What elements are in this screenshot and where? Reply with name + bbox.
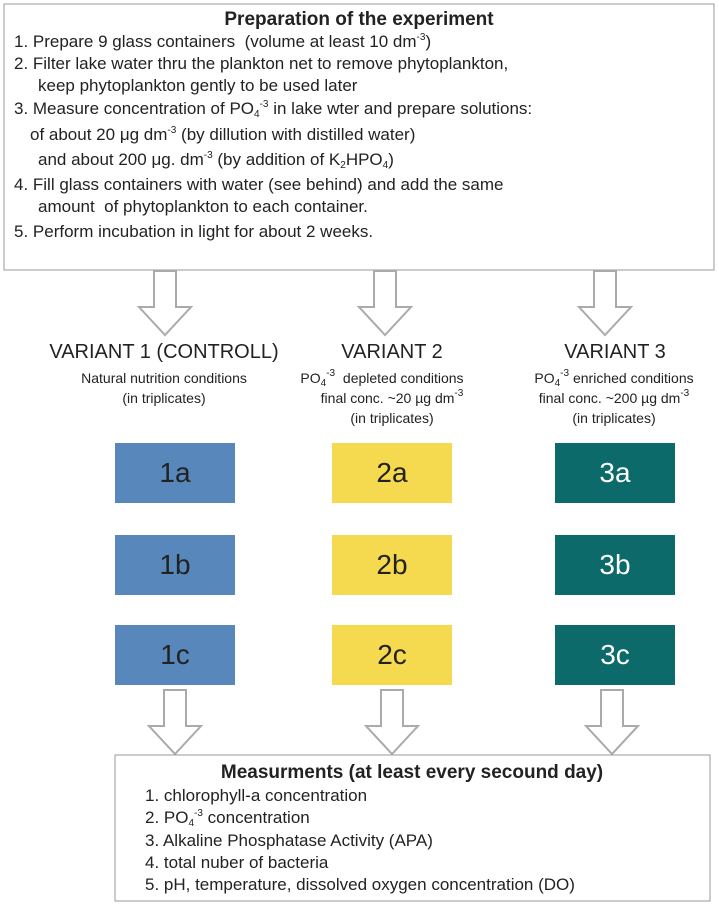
text-run: 4 <box>188 818 195 829</box>
step: 4. Fill glass containers with water (see… <box>14 175 504 194</box>
text-run: PO <box>534 370 555 386</box>
step: of about 20 μg dm-3 (by dillution with d… <box>30 125 415 145</box>
text-run: -3 <box>259 99 269 110</box>
measurement: 3. Alkaline Phosphatase Activity (APA) <box>145 831 433 850</box>
text-run: 1. Prepare 9 glass containers (volume at… <box>14 32 417 51</box>
variant-title: VARIANT 1 (CONTROLL) <box>49 341 279 363</box>
preparation-box <box>3 3 715 271</box>
text-run: -3 <box>194 808 203 819</box>
variant-title: VARIANT 3 <box>564 341 666 363</box>
text-run: -3 <box>680 388 690 399</box>
text-run: μg. dm <box>151 150 204 169</box>
arrow <box>585 689 639 755</box>
text-run: of about 20 <box>30 125 120 144</box>
step: 5. Perform incubation in light for about… <box>14 222 374 241</box>
measurements-box <box>114 754 711 902</box>
measurements-title: Measurments (at least every secound day) <box>220 762 604 783</box>
text-run: 3. Measure concentration of PO <box>14 99 255 118</box>
container: 1b <box>115 535 235 595</box>
step: 3. Measure concentration of PO4-3 in lak… <box>14 99 533 120</box>
step: and about 200 μg. dm-3 (by addition of K… <box>38 150 394 171</box>
text-run: -3 <box>326 368 336 379</box>
preparation-title: Preparation of the experiment <box>224 9 494 30</box>
variant-line: PO4-3 depleted conditions <box>300 368 464 389</box>
variant-line: final conc. ~20 µg dm-3 <box>321 388 464 408</box>
text-run: in lake wter and prepare solutions: <box>268 99 533 118</box>
text-run: -3 <box>416 32 426 43</box>
text-run: 2 <box>340 160 346 171</box>
measurement: 2. PO4-3 concentration <box>145 808 310 829</box>
measurement: 4. total nuber of bacteria <box>145 853 329 872</box>
text-run: -3 <box>454 388 464 399</box>
container: 1a <box>115 443 235 503</box>
arrow <box>148 689 202 755</box>
text-run: 2. PO <box>145 808 189 827</box>
variant-line: (in triplicates) <box>350 410 434 426</box>
container: 2c <box>332 625 452 685</box>
container: 3a <box>555 443 675 503</box>
container: 1c <box>115 625 235 685</box>
arrow <box>138 270 192 336</box>
text-run: concentration <box>202 808 310 827</box>
text-run: 4 <box>382 160 389 171</box>
variant-line: (in triplicates) <box>572 410 656 426</box>
step: amount of phytoplankton to each containe… <box>38 197 368 216</box>
text-run: 4 <box>320 378 327 389</box>
text-run: (by addition of K <box>212 150 341 169</box>
text-run: (by dillution with distilled water) <box>176 125 416 144</box>
arrow <box>358 270 412 336</box>
text-run: 4 <box>554 378 561 389</box>
variant-title: VARIANT 2 <box>341 341 443 363</box>
container: 3b <box>555 535 675 595</box>
step: keep phytoplankton gently to be used lat… <box>38 76 358 95</box>
text-run: HPO <box>345 150 383 169</box>
arrow <box>365 689 419 755</box>
container: 2b <box>332 535 452 595</box>
text-run: -3 <box>203 150 213 161</box>
text-run: final conc. ~20 µg dm <box>320 390 455 406</box>
text-run: -3 <box>167 125 177 136</box>
arrow <box>578 270 632 336</box>
text-run: 4 <box>254 109 260 120</box>
text-run: final conc. ~200 µg dm <box>538 390 681 406</box>
container: 2a <box>332 443 452 503</box>
variant-line: final conc. ~200 µg dm-3 <box>539 388 689 408</box>
text-run: PO <box>300 370 321 386</box>
measurement: 5. pH, temperature, dissolved oxygen con… <box>145 875 575 894</box>
step: 1. Prepare 9 glass containers (volume at… <box>14 32 431 52</box>
text-run: μg dm <box>119 125 168 144</box>
text-run: depleted conditions <box>335 370 464 386</box>
step: 2. Filter lake water thru the plankton n… <box>14 54 509 73</box>
text-run: and about 200 <box>38 150 152 169</box>
measurement: 1. chlorophyll-a concentration <box>145 786 368 805</box>
container: 3c <box>555 625 675 685</box>
text-run: enriched conditions <box>569 370 694 386</box>
text-run: -3 <box>560 368 570 379</box>
variant-line: (in triplicates) <box>122 390 206 406</box>
variant-line: PO4-3 enriched conditions <box>534 368 694 389</box>
text-run: ) <box>425 32 432 51</box>
text-run: ) <box>388 150 394 169</box>
variant-line: Natural nutrition conditions <box>81 370 247 386</box>
